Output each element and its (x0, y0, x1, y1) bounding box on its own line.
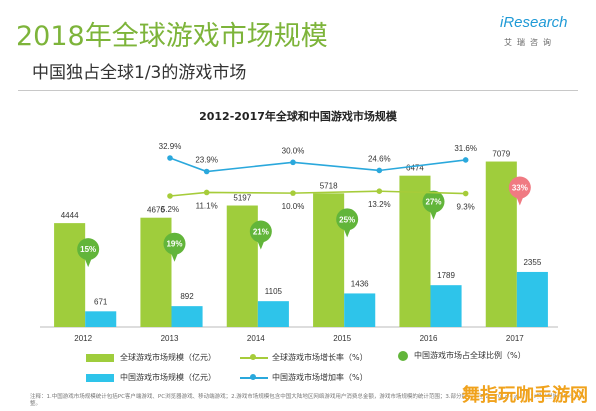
footnote: 注释：1.中国游戏市场规模统计包括PC客户端游戏、PC浏览器游戏、移动端游戏；2… (30, 394, 581, 407)
point-china-growth-3 (376, 167, 383, 174)
legend-swatch-china-line (240, 373, 268, 380)
x-tick-2017: 2017 (506, 334, 524, 343)
label-global-growth-3: 13.2% (368, 200, 391, 209)
label-china-growth-3: 24.6% (368, 154, 391, 163)
point-global-growth-1 (203, 189, 210, 196)
point-china-growth-4 (462, 157, 469, 163)
data-label-china-2015: 1436 (351, 279, 369, 288)
bar-china-2014 (257, 301, 289, 327)
legend-item-share: 中国游戏市场占全球比例（%） (398, 350, 526, 361)
bar-china-2017 (516, 271, 548, 327)
share-label-2012: 15% (80, 245, 96, 254)
header-divider (18, 90, 578, 91)
label-global-growth-2: 10.0% (282, 202, 305, 211)
legend-item-china-line: 中国游戏市场增加率（%） (240, 372, 368, 383)
share-label-2014: 21% (253, 228, 269, 237)
bar-china-2013 (171, 306, 203, 327)
share-label-2017: 33% (512, 184, 528, 193)
legend-swatch-share (398, 350, 408, 361)
data-label-global-2014: 5197 (233, 194, 251, 203)
data-label-global-2015: 5718 (320, 181, 338, 190)
legend-label-global-bar: 全球游戏市场规模（亿元） (120, 353, 216, 362)
data-label-china-2014: 1105 (265, 287, 283, 296)
x-tick-2016: 2016 (420, 334, 438, 343)
bar-global-2012 (54, 223, 86, 327)
bar-china-2015 (344, 293, 376, 327)
legend-swatch-china-bar (86, 373, 114, 382)
bar-china-2016 (430, 285, 462, 327)
data-label-global-2016: 6474 (406, 164, 424, 173)
share-bubble-2012 (77, 238, 100, 261)
legend-label-china-line: 中国游戏市场增加率（%） (272, 373, 368, 382)
share-label-2013: 19% (166, 240, 182, 249)
logo-main-text: iResearch (500, 14, 568, 31)
point-china-growth-2 (290, 159, 296, 166)
share-bubble-2016 (422, 190, 445, 213)
watermark: 舞指玩咖手游网 (462, 385, 588, 406)
x-tick-2015: 2015 (333, 334, 351, 343)
point-global-growth-4 (462, 190, 469, 197)
x-tick-2012: 2012 (74, 334, 92, 343)
data-label-global-2017: 7079 (492, 150, 510, 159)
data-label-global-2012: 4444 (61, 211, 79, 220)
logo-sub-text: 艾瑞咨询 (504, 38, 556, 47)
point-global-growth-3 (376, 188, 383, 194)
share-bubble-2013 (163, 232, 186, 255)
legend-swatch-global-bar (86, 353, 114, 362)
data-label-china-2016: 1789 (437, 271, 455, 280)
point-global-growth-2 (290, 190, 296, 196)
legend-item-global-line: 全球游戏市场增长率（%） (240, 352, 368, 363)
share-label-2016: 27% (425, 198, 441, 207)
chart-title: 2012-2017年全球和中国游戏市场规模 (199, 110, 397, 123)
label-china-growth-1: 23.9% (195, 156, 218, 165)
point-china-growth-0 (167, 155, 173, 161)
share-bubble-2017 (508, 176, 531, 199)
legend-label-global-line: 全球游戏市场增长率（%） (272, 353, 368, 362)
label-china-growth-2: 30.0% (282, 146, 305, 155)
x-tick-2014: 2014 (247, 334, 265, 343)
iresearch-logo: iResearch 艾瑞咨询 (496, 14, 576, 56)
bar-global-2013 (140, 217, 172, 327)
share-bubble-2015 (336, 208, 359, 231)
legend-label-share: 中国游戏市场占全球比例（%） (414, 351, 526, 360)
label-china-growth-4: 31.6% (454, 144, 477, 153)
data-label-china-2012: 671 (94, 297, 108, 306)
page-subtitle: 中国独占全球1/3的游戏市场 (32, 63, 247, 83)
point-china-growth-1 (203, 168, 210, 175)
label-global-growth-4: 9.3% (457, 203, 475, 212)
page-title: 2018年全球游戏市场规模 (16, 21, 328, 52)
data-label-global-2013: 4676 (147, 206, 165, 215)
label-global-growth-0: 5.2% (161, 205, 179, 214)
x-tick-2013: 2013 (161, 334, 179, 343)
point-global-growth-0 (167, 193, 173, 199)
share-bubble-2014 (249, 220, 272, 243)
label-china-growth-0: 32.9% (159, 142, 182, 151)
data-label-china-2017: 2355 (523, 258, 541, 267)
legend-label-china-bar: 中国游戏市场规模（亿元） (120, 373, 216, 382)
share-label-2015: 25% (339, 215, 355, 224)
legend-item-global-bar: 全球游戏市场规模（亿元） (86, 352, 216, 363)
legend-swatch-global-line (240, 353, 268, 360)
legend-item-china-bar: 中国游戏市场规模（亿元） (86, 372, 216, 383)
bar-china-2012 (85, 311, 117, 327)
chart-legend: 全球游戏市场规模（亿元） 全球游戏市场增长率（%） 中国游戏市场占全球比例（%）… (0, 350, 596, 392)
label-global-growth-1: 11.1% (196, 201, 218, 210)
data-label-china-2013: 892 (180, 292, 194, 301)
